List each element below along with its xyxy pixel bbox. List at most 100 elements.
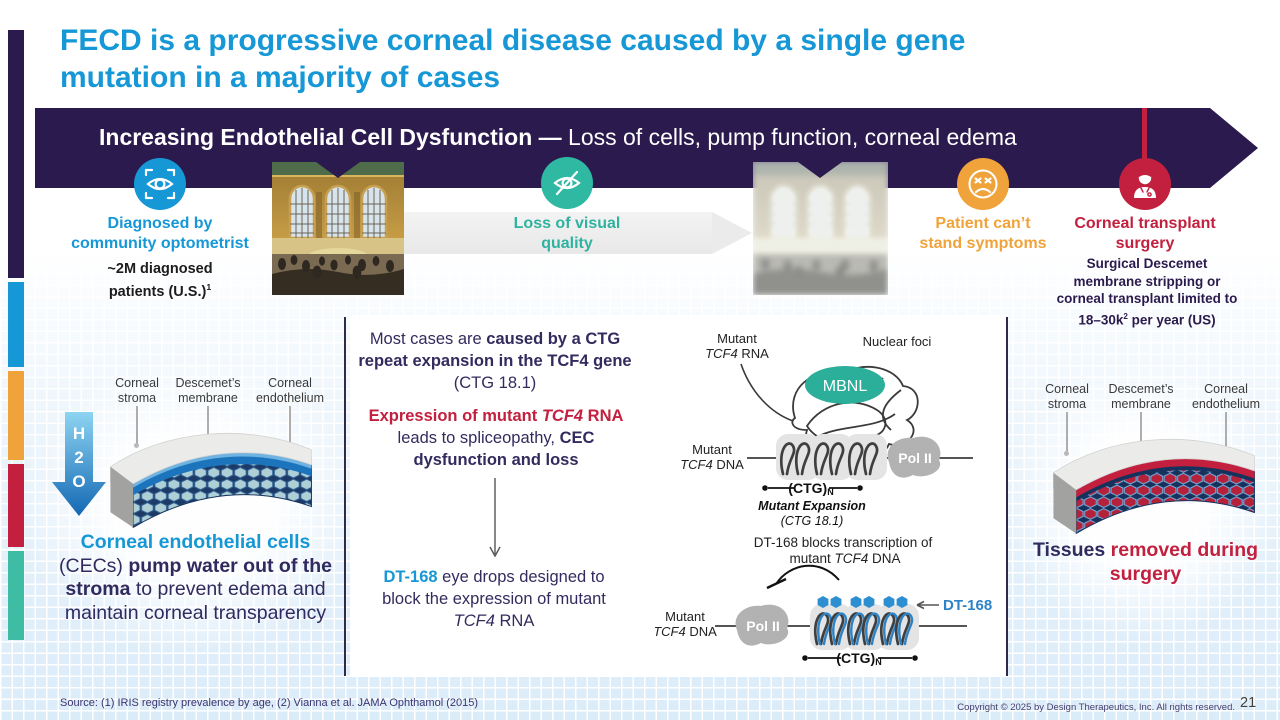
- mbnl-label: MBNL: [823, 378, 868, 395]
- diagnosed-stat: ~2M diagnosed patients (U.S.)1: [80, 260, 240, 301]
- p2-leads: leads to spliceopathy,: [397, 429, 560, 447]
- leader-dot: [134, 443, 139, 448]
- eye-scan-icon: [144, 168, 176, 200]
- label-descemets-membrane: Descemet’s membrane: [1108, 382, 1174, 411]
- symptoms-circle: [957, 158, 1009, 210]
- pol2-label: Pol II: [898, 450, 931, 466]
- surgery-label: Corneal transplant surgery: [1074, 215, 1216, 252]
- loss-circle: [541, 157, 593, 209]
- p3-regular: eye drops designed to block the expressi…: [382, 568, 606, 608]
- p3-dt168: DT-168: [383, 568, 438, 586]
- banner-text: Increasing Endothelial Cell Dysfunction …: [99, 124, 1017, 151]
- dt168-pointer: DT-168: [916, 597, 992, 614]
- cornea-wedge-healthy: [95, 408, 325, 541]
- dt168-blocks-line2: mutant TCF4 DNA: [789, 551, 900, 566]
- pol2-blob-top: Pol II: [887, 436, 941, 478]
- leader-line: [1140, 412, 1142, 458]
- title-line1: FECD is a progressive corneal disease ca…: [60, 24, 966, 57]
- p3-rna: RNA: [494, 612, 535, 630]
- mutant-dna2-label-line1: Mutant: [665, 609, 705, 624]
- cec-caption-rest: to prevent edema and maintain corneal tr…: [64, 578, 327, 624]
- sad-face-icon: [968, 169, 998, 199]
- loss-label: Loss of visual quality: [513, 215, 621, 252]
- mid-paragraph-1: Most cases are caused by a CTG repeat ex…: [355, 328, 635, 394]
- surgery-stat-range: 18–30k: [1078, 312, 1124, 327]
- photo-notch: [798, 162, 842, 178]
- p2-expr: Expression of mutant: [368, 407, 542, 425]
- ctg-annotation-bottom: (CTG)N: [802, 650, 918, 667]
- mbnl-blob: [805, 366, 885, 404]
- ctg-n-label: (CTG)N: [788, 480, 833, 497]
- label-corneal-stroma: Corneal stroma: [115, 376, 159, 405]
- title-line2: mutation in a majority of cases: [60, 61, 501, 94]
- blur-veil: [753, 162, 888, 295]
- cec-caption-cecs: (CECs): [59, 554, 129, 577]
- diagnosed-circle: [134, 158, 186, 210]
- mechanism-diagram: Mutant TCF4 RNA Nuclear foci MBNL Mutant…: [655, 331, 992, 667]
- cornea-wedge-diseased: [1038, 414, 1268, 547]
- mutant-expansion-label: Mutant Expansion: [758, 499, 866, 513]
- leader-line: [207, 406, 209, 454]
- source-note: Source: (1) IRIS registry prevalence by …: [60, 697, 478, 709]
- photo-notch: [316, 162, 360, 178]
- cec-caption-head: Corneal endothelial cells: [80, 531, 311, 553]
- dt168-callout-label: DT-168: [943, 597, 992, 614]
- leader-dot: [1064, 451, 1069, 456]
- diagnosed-stat-line2: patients (U.S.): [108, 283, 207, 300]
- p2-crimson: Expression of mutant TCF4 RNA: [369, 407, 624, 425]
- ctg181-label: (CTG 18.1): [781, 514, 844, 528]
- p1-regular: Most cases are: [369, 330, 487, 348]
- tissues-caption-dark: Tissues: [1032, 539, 1111, 561]
- diagnosed-label: Diagnosed by community optometrist: [71, 215, 249, 252]
- nuclear-foci-label: Nuclear foci: [863, 334, 932, 349]
- banner-text-bold: Increasing Endothelial Cell Dysfunction …: [99, 123, 569, 150]
- dt168-blocks-line1: DT-168 blocks transcription of: [754, 535, 933, 550]
- grand-central-blurred-illustration: [753, 162, 888, 295]
- divider-right: [1006, 317, 1008, 676]
- surgery-stat-peryear: per year (US): [1127, 312, 1216, 327]
- dt168-molecules: [817, 596, 908, 608]
- loss-arrow-band: [400, 212, 712, 254]
- accent-bar-orange: [8, 371, 24, 460]
- surgeon-icon: [1134, 169, 1156, 198]
- cec-caption: Corneal endothelial cells (CECs) pump wa…: [38, 531, 353, 625]
- pol2-blob-bottom: Pol II: [735, 604, 789, 646]
- pol2-label: Pol II: [746, 618, 779, 634]
- label-descemets-membrane: Descemet’s membrane: [175, 376, 241, 405]
- banner-text-regular: Loss of cells, pump function, corneal ed…: [568, 123, 1017, 150]
- mid-paragraph-2: Expression of mutant TCF4 RNA leads to s…: [360, 405, 632, 471]
- down-arrow-connector: [489, 478, 501, 558]
- diagnosed-stat-line1: ~2M diagnosed: [107, 261, 213, 277]
- tissues-caption-crimson: removed during surgery: [1109, 539, 1259, 585]
- p1-ctg: (CTG 18.1): [453, 374, 537, 392]
- cec-caption-bold: pump water out of the stroma: [65, 554, 332, 601]
- surgery-stat-lines: Surgical Descemet membrane stripping or co…: [1056, 256, 1238, 306]
- surgery-marker-line: [1142, 108, 1147, 172]
- symptoms-label: Patient can’t stand symptoms: [919, 215, 1047, 252]
- accent-bar-crimson: [8, 464, 24, 547]
- mutant-rna-label-line1: Mutant: [717, 331, 757, 346]
- eye-off-icon: [553, 170, 581, 196]
- footnote-ref-1: 1: [206, 282, 212, 292]
- surgery-circle: [1119, 158, 1171, 210]
- h2o-2: 2: [74, 448, 83, 467]
- copyright-note: Copyright © 2025 by Design Therapeutics,…: [957, 702, 1235, 713]
- p3-tcf4: TCF4: [453, 612, 495, 630]
- accent-bar-purple: [8, 30, 24, 278]
- mutant-rna-label-line2: TCF4 RNA: [705, 346, 769, 361]
- blurred-vision-photo: [753, 162, 888, 295]
- clear-vision-photo: [272, 162, 404, 295]
- tissues-caption: Tissues removed during surgery: [1028, 539, 1263, 586]
- leader-line: [136, 406, 138, 444]
- page-number: 21: [1240, 695, 1257, 711]
- footnote-ref-2: 2: [1123, 311, 1128, 321]
- accent-bar-teal: [8, 551, 24, 640]
- ctg-n-label2: (CTG)N: [836, 650, 881, 667]
- mutant-dna-label-line1: Mutant: [692, 442, 732, 457]
- banner-arrowhead: [1210, 108, 1258, 188]
- grand-central-illustration: [272, 162, 404, 295]
- leader-line: [1066, 412, 1068, 452]
- label-corneal-endothelium: Corneal endothelium: [255, 376, 325, 405]
- label-corneal-stroma: Corneal stroma: [1045, 382, 1089, 411]
- page-title: FECD is a progressive corneal disease ca…: [60, 22, 1200, 96]
